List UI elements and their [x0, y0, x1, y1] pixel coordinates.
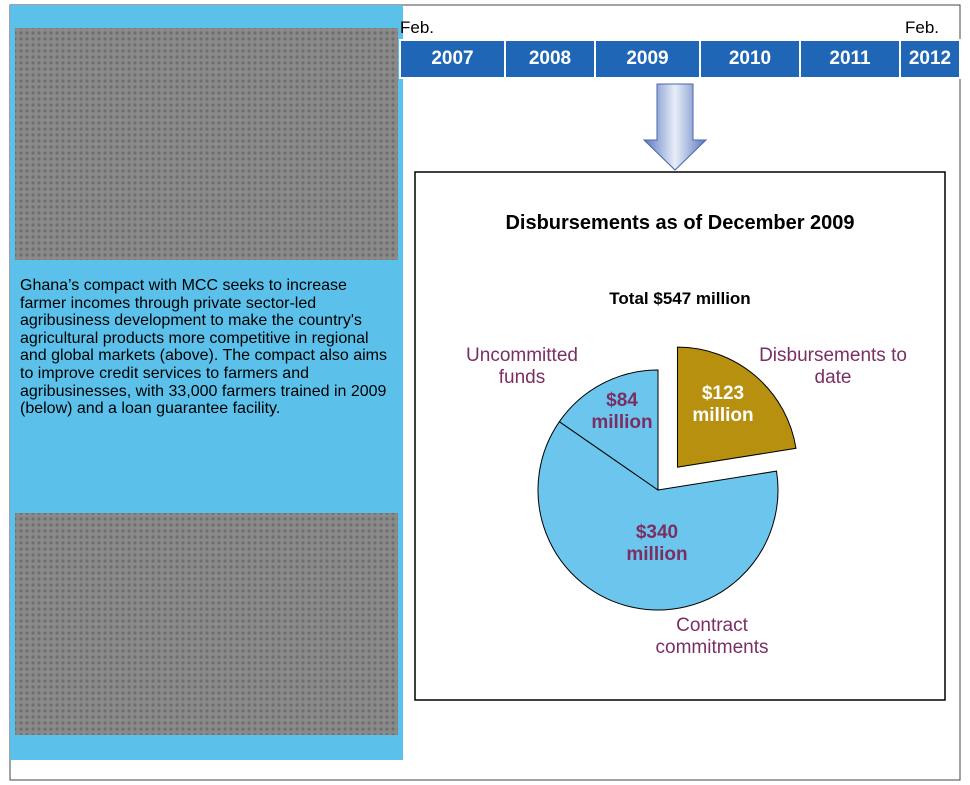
timeline-year: 2009: [595, 48, 700, 70]
timeline-year: 2011: [800, 48, 900, 70]
chart-subtitle: Total $547 million: [415, 289, 945, 309]
page: Ghana’s compact with MCC seeks to increa…: [0, 0, 970, 785]
timeline-year: 2012: [900, 48, 960, 70]
chart-title: Disbursements as of December 2009: [415, 212, 945, 235]
photo-top: [15, 28, 398, 260]
slice-category: Uncommitted funds: [442, 345, 602, 389]
slice-value-label: $340 million: [607, 522, 707, 566]
slice-value-label: $123 million: [678, 383, 768, 427]
timeline-end: Feb.: [905, 18, 939, 38]
slice-category: Contract commitments: [622, 615, 802, 659]
slice-value-label: $84 million: [582, 390, 662, 434]
slice-category: Disbursements to date: [748, 345, 918, 389]
timeline-start: Feb.: [400, 18, 434, 38]
timeline-year: 2008: [505, 48, 595, 70]
timeline-year: 2010: [700, 48, 800, 70]
timeline-arrow: [644, 84, 706, 170]
timeline-year: 2007: [400, 48, 505, 70]
photo-bottom: [15, 513, 398, 735]
sidebar-text: Ghana’s compact with MCC seeks to increa…: [20, 277, 390, 418]
